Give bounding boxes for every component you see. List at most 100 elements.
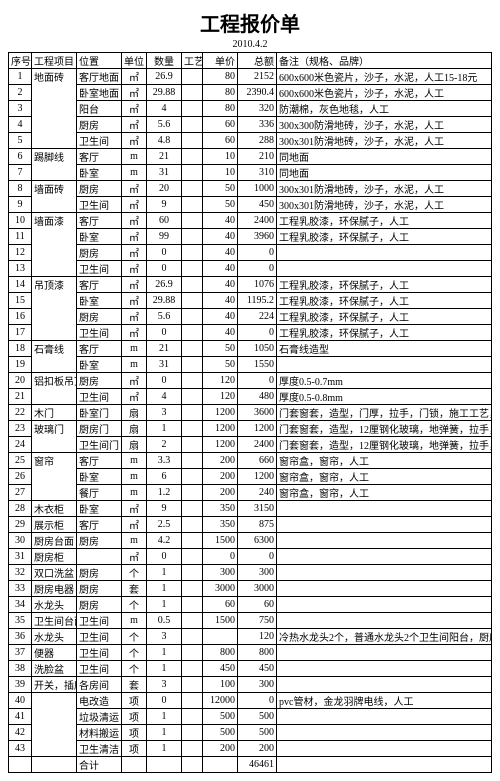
cell-seq: 11 xyxy=(9,229,32,245)
cell-price: 40 xyxy=(203,277,238,293)
cell-proc xyxy=(182,613,203,629)
cell-price: 200 xyxy=(203,741,238,757)
cell-total: 0 xyxy=(238,325,277,341)
cell-remark xyxy=(277,517,492,533)
cell-pos: 厨房 xyxy=(77,565,122,581)
cell-pos: 卧室 xyxy=(77,293,122,309)
cell-qty: 3 xyxy=(147,677,182,693)
cell-seq: 3 xyxy=(9,101,32,117)
cell-price: 1500 xyxy=(203,613,238,629)
cell-remark: 600x600米色瓷片，沙子，水泥，人工15-18元 xyxy=(277,69,492,85)
cell-remark xyxy=(277,613,492,629)
col-total: 总额 xyxy=(238,53,277,69)
cell-remark: 厚度0.5-0.7mm xyxy=(277,373,492,389)
table-row: 33厨房电器厨房套130003000 xyxy=(9,581,492,597)
cell-unit: ㎡ xyxy=(122,85,147,101)
table-row: 29展示柜客厅㎡2.5350875 xyxy=(9,517,492,533)
table-row: 16厨房㎡5.640224工程乳胶漆，环保腻子，人工 xyxy=(9,309,492,325)
cell-remark: 工程乳胶漆，环保腻子，人工 xyxy=(277,293,492,309)
cell-remark xyxy=(277,357,492,373)
cell-item: 水龙头 xyxy=(32,597,77,613)
cell-remark: 厚度0.5-0.8mm xyxy=(277,389,492,405)
cell-pos: 客厅 xyxy=(77,341,122,357)
cell-proc xyxy=(182,645,203,661)
cell-remark: 窗帘盒，窗帘，人工 xyxy=(277,485,492,501)
cell-proc xyxy=(182,693,203,709)
table-row: 23玻璃门厨房门扇112001200门套窗套，造型，12厘钢化玻璃，地弹簧，拉手… xyxy=(9,421,492,437)
cell-proc xyxy=(182,133,203,149)
cell-proc xyxy=(182,661,203,677)
cell-total: 224 xyxy=(238,309,277,325)
cell-remark: 同地面 xyxy=(277,149,492,165)
cell-unit: ㎡ xyxy=(122,325,147,341)
table-row: 39开关，插座各房间套3100300 xyxy=(9,677,492,693)
cell-remark: 窗帘盒，窗帘，人工 xyxy=(277,469,492,485)
cell-item xyxy=(32,261,77,277)
cell-qty: 26.9 xyxy=(147,277,182,293)
cell-pos: 客厅 xyxy=(77,213,122,229)
cell-unit: ㎡ xyxy=(122,181,147,197)
cell-qty: 3.3 xyxy=(147,453,182,469)
cell-unit: 扇 xyxy=(122,421,147,437)
cell-price: 50 xyxy=(203,181,238,197)
cell-price: 1200 xyxy=(203,437,238,453)
cell-price: 80 xyxy=(203,69,238,85)
cell-pos: 厨房门 xyxy=(77,421,122,437)
cell-total: 660 xyxy=(238,453,277,469)
cell-item: 木门 xyxy=(32,405,77,421)
cell-remark xyxy=(277,501,492,517)
cell-proc xyxy=(182,533,203,549)
cell-total: 750 xyxy=(238,613,277,629)
table-row: 13卫生间㎡0400 xyxy=(9,261,492,277)
cell-unit: ㎡ xyxy=(122,117,147,133)
cell-remark xyxy=(277,261,492,277)
table-row: 27餐厅m1.2200240窗帘盒，窗帘，人工 xyxy=(9,485,492,501)
cell-seq: 24 xyxy=(9,437,32,453)
cell-unit: ㎡ xyxy=(122,245,147,261)
cell-qty: 21 xyxy=(147,341,182,357)
cell-total: 1000 xyxy=(238,181,277,197)
cell-unit: ㎡ xyxy=(122,549,147,565)
cell-seq: 21 xyxy=(9,389,32,405)
cell-remark xyxy=(277,565,492,581)
cell-proc xyxy=(182,453,203,469)
table-row: 15卧室㎡29.88401195.2工程乳胶漆，环保腻子，人工 xyxy=(9,293,492,309)
cell-qty: 0 xyxy=(147,549,182,565)
cell-seq: 38 xyxy=(9,661,32,677)
cell-qty: 29.88 xyxy=(147,85,182,101)
cell-price: 100 xyxy=(203,677,238,693)
cell-remark: 工程乳胶漆，环保腻子，人工 xyxy=(277,277,492,293)
cell-proc xyxy=(182,197,203,213)
table-row: 3阳台㎡480320防潮棉，灰色地毯，人工 xyxy=(9,101,492,117)
cell-item: 墙面漆 xyxy=(32,213,77,229)
cell-seq: 30 xyxy=(9,533,32,549)
cell-item xyxy=(32,357,77,373)
cell-item xyxy=(32,693,77,709)
cell-proc xyxy=(182,325,203,341)
cell-total: 60 xyxy=(238,597,277,613)
cell-proc xyxy=(182,373,203,389)
cell-seq: 6 xyxy=(9,149,32,165)
cell-qty: 0 xyxy=(147,693,182,709)
cell-unit: 个 xyxy=(122,597,147,613)
cell-proc xyxy=(182,341,203,357)
cell-proc xyxy=(182,421,203,437)
cell-unit: m xyxy=(122,341,147,357)
cell-qty: 2 xyxy=(147,437,182,453)
cell-item xyxy=(32,85,77,101)
cell-seq: 12 xyxy=(9,245,32,261)
table-row: 11卧室㎡99403960工程乳胶漆，环保腻子，人工 xyxy=(9,229,492,245)
table-row: 17卫生间㎡0400工程乳胶漆，环保腻子，人工 xyxy=(9,325,492,341)
cell-seq: 26 xyxy=(9,469,32,485)
table-row: 43卫生清洁项1200200 xyxy=(9,741,492,757)
cell-total: 120 xyxy=(238,629,277,645)
cell-price: 12000 xyxy=(203,693,238,709)
cell-unit: 个 xyxy=(122,661,147,677)
cell-qty: 1 xyxy=(147,597,182,613)
cell-price: 200 xyxy=(203,485,238,501)
cell-qty: 4.2 xyxy=(147,533,182,549)
cell-qty: 26.9 xyxy=(147,69,182,85)
table-row: 26卧室m62001200窗帘盒，窗帘，人工 xyxy=(9,469,492,485)
cell-unit: 扇 xyxy=(122,405,147,421)
cell-total: 450 xyxy=(238,197,277,213)
